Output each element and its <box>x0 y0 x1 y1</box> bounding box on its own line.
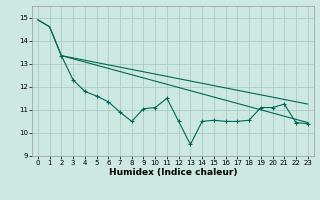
X-axis label: Humidex (Indice chaleur): Humidex (Indice chaleur) <box>108 168 237 177</box>
